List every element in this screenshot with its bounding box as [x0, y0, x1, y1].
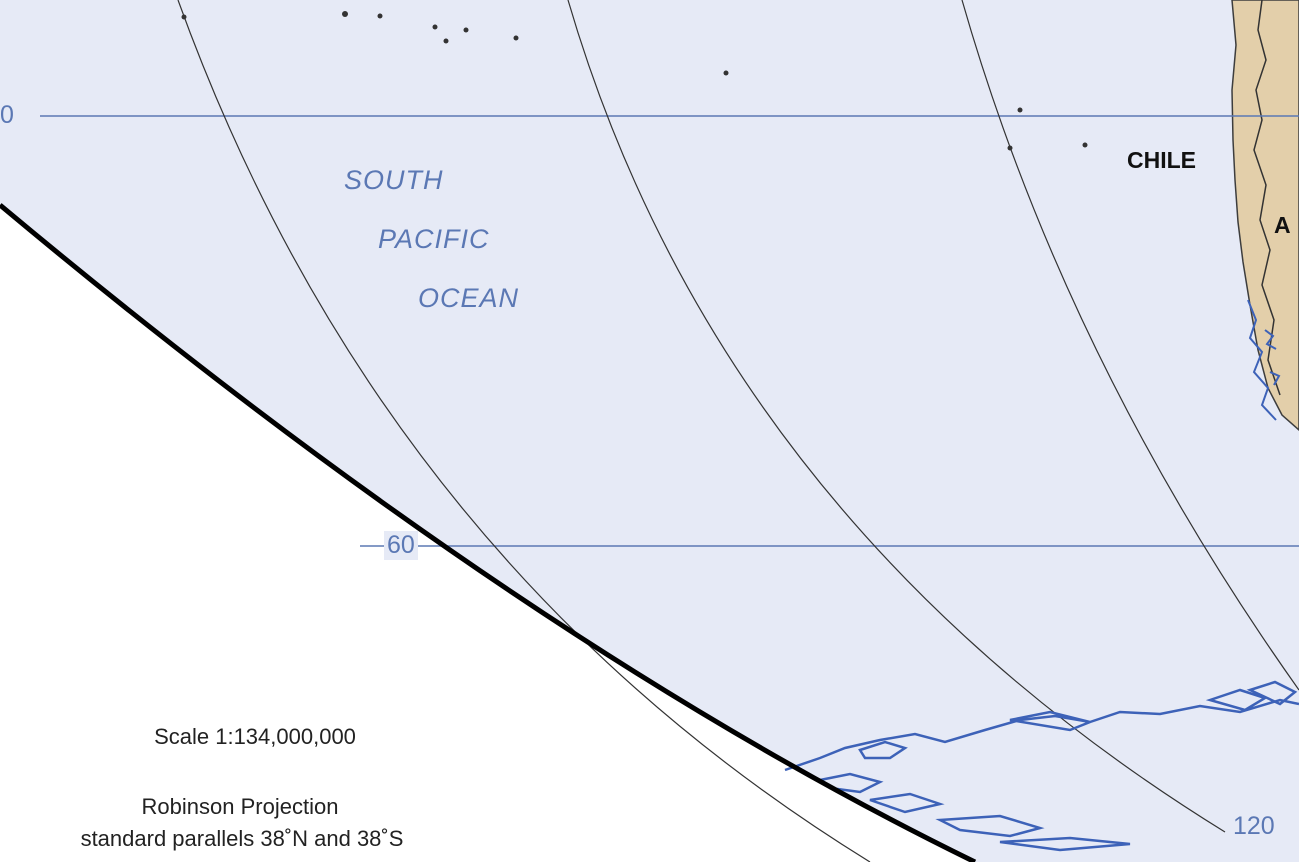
ocean-label-line1: SOUTH: [344, 165, 444, 195]
chile-coast-islands: [1247, 299, 1281, 421]
chile-argentina-border: [1253, 0, 1281, 396]
longitude-label-120: 120: [1233, 812, 1275, 840]
meridian-3: [961, 0, 1299, 691]
projection-title: Robinson Projection: [141, 794, 339, 819]
meridian-1: [177, 0, 871, 862]
projection-boundary: [0, 203, 977, 862]
pacific-islands: [181, 11, 1088, 151]
antarctica-coast: [784, 680, 1299, 852]
latitude-label-top: 0: [0, 101, 14, 130]
country-label-chile: CHILE: [1127, 147, 1196, 173]
latitude-label-60: 60: [384, 531, 418, 560]
ocean-label-line2: PACIFIC: [378, 224, 490, 254]
projection-parallels: standard parallels 38˚N and 38˚S: [80, 826, 404, 851]
ocean-label-line3: OCEAN: [418, 283, 520, 313]
country-label-argentina-partial: A: [1274, 212, 1291, 238]
scale-text: Scale 1:134,000,000: [154, 724, 356, 749]
meridian-2: [567, 0, 1226, 833]
south-america-land: [1231, 0, 1299, 432]
